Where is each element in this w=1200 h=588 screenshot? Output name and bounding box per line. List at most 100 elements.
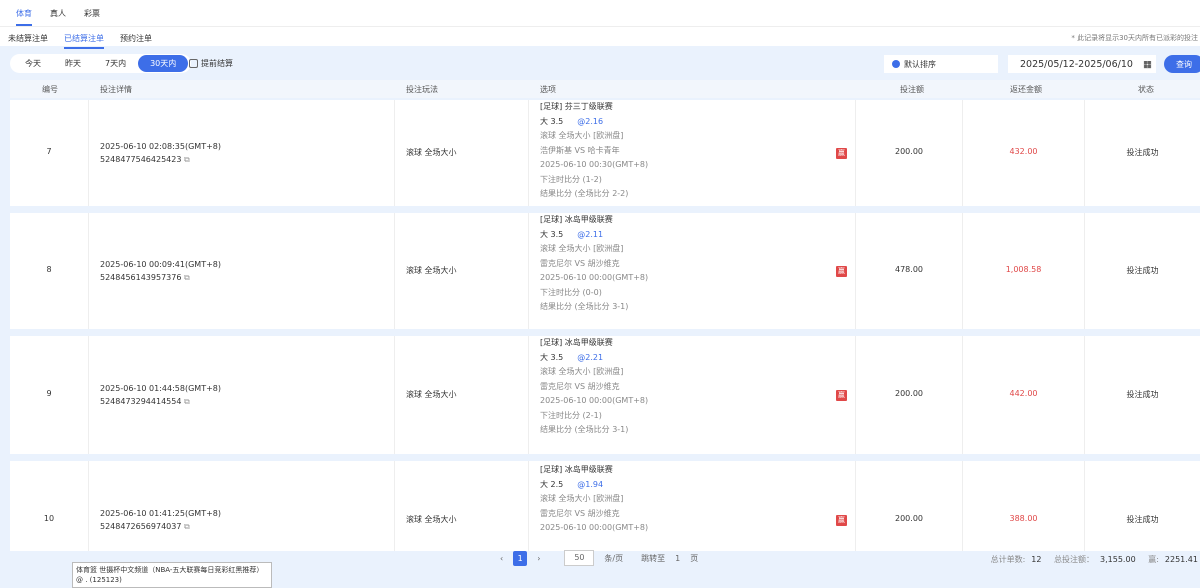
return-amount: 388.00 <box>1009 514 1038 523</box>
row-number: 7 <box>46 147 52 156</box>
pick: 大 3.5 <box>540 352 564 362</box>
col-details: 投注详情 <box>100 84 132 94</box>
table-cell: 200.00 <box>856 336 963 454</box>
bet-id: 5248472656974037 <box>100 522 182 531</box>
win-badge: 赢 <box>836 390 847 401</box>
pick: 大 2.5 <box>540 479 564 489</box>
goto-page-input[interactable]: 1 <box>675 553 681 563</box>
win-total: 2251.41 <box>1164 555 1198 564</box>
col-status: 状态 <box>1138 84 1154 94</box>
stake: 200.00 <box>895 147 923 156</box>
page-1-button[interactable]: 1 <box>513 550 528 566</box>
copy-icon[interactable]: ⧉ <box>183 155 190 164</box>
kickoff: 2025-06-10 00:00(GMT+8) <box>540 523 649 532</box>
tab-live-casino[interactable]: 真人 <box>50 9 66 18</box>
status: 投注成功 <box>1126 515 1159 524</box>
table-cell: 388.00 <box>963 461 1085 551</box>
market: 滚球 全场大小 [欧洲盘] <box>540 494 624 503</box>
col-stake: 投注额 <box>900 84 924 94</box>
tab-reserved[interactable]: 预约注单 <box>120 34 152 43</box>
table-cell: 滚球 全场大小 <box>395 213 529 329</box>
table-row: 10 2025-06-10 01:41:25(GMT+8) 52484726569… <box>10 461 1200 551</box>
query-button[interactable]: 查询 <box>1164 55 1200 73</box>
return-amount: 432.00 <box>1009 147 1038 156</box>
sort-select[interactable]: 默认排序 <box>884 55 998 73</box>
odds: @2.11 <box>577 229 604 239</box>
early-settle-checkbox[interactable]: 提前结算 <box>189 58 233 69</box>
table-cell: 滚球 全场大小 <box>395 461 529 551</box>
table-row: 7 2025-06-10 02:08:35(GMT+8) 524847754642… <box>10 100 1200 206</box>
table-cell: 投注成功 <box>1085 461 1200 551</box>
league: [足球] 冰岛甲级联赛 <box>540 215 613 224</box>
table-cell: 滚球 全场大小 <box>395 100 529 206</box>
table-cell: 10 <box>10 461 89 551</box>
table-cell: 8 <box>10 213 89 329</box>
table-row: 8 2025-06-10 00:09:41(GMT+8) 524845614395… <box>10 213 1200 329</box>
match: 雷克尼尔 VS 胡沙维克 <box>540 508 620 518</box>
table-cell: 442.00 <box>963 336 1085 454</box>
records-note: * 此记录将显示30天内所有已派彩的投注 <box>1071 34 1198 42</box>
bet-time: 2025-06-10 01:44:58(GMT+8) <box>100 384 221 393</box>
odds: @1.94 <box>577 479 604 489</box>
return-amount: 442.00 <box>1009 389 1038 398</box>
table-cell <box>529 100 856 206</box>
bet-play: 滚球 全场大小 <box>406 515 457 524</box>
kickoff: 2025-06-10 00:30(GMT+8) <box>540 160 649 169</box>
check-circle-icon <box>892 60 900 68</box>
page-size-input[interactable]: 50 <box>564 550 595 566</box>
status: 投注成功 <box>1126 390 1159 399</box>
pagination: ‹ 1 › 50 条/页 跳转至 1 页 <box>500 550 698 566</box>
kickoff: 2025-06-10 00:00(GMT+8) <box>540 273 649 282</box>
goto-label: 跳转至 <box>641 553 666 563</box>
today-button[interactable]: 今天 <box>25 59 41 68</box>
next-page-icon[interactable]: › <box>537 553 541 563</box>
bet-id: 5248473294414554 <box>100 397 182 406</box>
stake: 200.00 <box>895 389 923 398</box>
table-cell: 投注成功 <box>1085 336 1200 454</box>
odds: @2.21 <box>577 352 604 362</box>
stake-total: 3,155.00 <box>1100 555 1136 564</box>
copy-icon[interactable]: ⧉ <box>183 397 190 406</box>
table-cell: 200.00 <box>856 461 963 551</box>
tab-settled[interactable]: 已结算注单 <box>64 33 104 49</box>
divider <box>0 26 1200 27</box>
table-cell: 2025-06-10 01:41:25(GMT+8) 52484726569740… <box>89 461 395 551</box>
row-number: 8 <box>46 265 52 274</box>
match: 雷克尼尔 VS 胡沙维克 <box>540 381 620 391</box>
table-cell: 478.00 <box>856 213 963 329</box>
calendar-icon[interactable]: ▦ <box>1142 58 1152 70</box>
win-badge: 赢 <box>836 515 847 526</box>
league: [足球] 冰岛甲级联赛 <box>540 338 613 347</box>
col-number: 编号 <box>42 84 58 94</box>
tab-lottery[interactable]: 彩票 <box>84 9 100 18</box>
odds: @2.16 <box>577 116 604 126</box>
tab-unsettled[interactable]: 未结算注单 <box>8 34 48 43</box>
table-cell: 2025-06-10 02:08:35(GMT+8) 52484775464254… <box>89 100 395 206</box>
bet-time: 2025-06-10 02:08:35(GMT+8) <box>100 142 221 151</box>
table-cell: 投注成功 <box>1085 100 1200 206</box>
yesterday-button[interactable]: 昨天 <box>65 59 81 68</box>
copy-icon[interactable]: ⧉ <box>183 273 190 282</box>
stake: 478.00 <box>895 265 923 274</box>
tab-sports[interactable]: 体育 <box>16 8 32 26</box>
win-badge: 赢 <box>836 266 847 277</box>
row-number: 9 <box>46 389 52 398</box>
win-label: 赢: <box>1148 555 1159 564</box>
30days-button[interactable]: 30天内 <box>138 55 189 72</box>
table-cell <box>529 336 856 454</box>
copy-icon[interactable]: ⧉ <box>183 522 190 531</box>
top-bar <box>0 0 1200 46</box>
bet-score: 下注时比分 (0-0) <box>540 287 602 297</box>
league: [足球] 芬三丁级联赛 <box>540 102 613 111</box>
league: [足球] 冰岛甲级联赛 <box>540 465 613 474</box>
stake: 200.00 <box>895 514 923 523</box>
checkbox-icon[interactable] <box>189 59 198 68</box>
7days-button[interactable]: 7天内 <box>105 59 127 68</box>
table-cell: 1,008.58 <box>963 213 1085 329</box>
bet-play: 滚球 全场大小 <box>406 390 457 399</box>
table-cell: 2025-06-10 01:44:58(GMT+8) 52484732944145… <box>89 336 395 454</box>
date-range-input[interactable]: 2025/05/12-2025/06/10 ▦ <box>1008 55 1156 73</box>
kickoff: 2025-06-10 00:00(GMT+8) <box>540 396 649 405</box>
stake-label: 总投注额： <box>1054 555 1095 564</box>
prev-page-icon[interactable]: ‹ <box>500 553 504 563</box>
